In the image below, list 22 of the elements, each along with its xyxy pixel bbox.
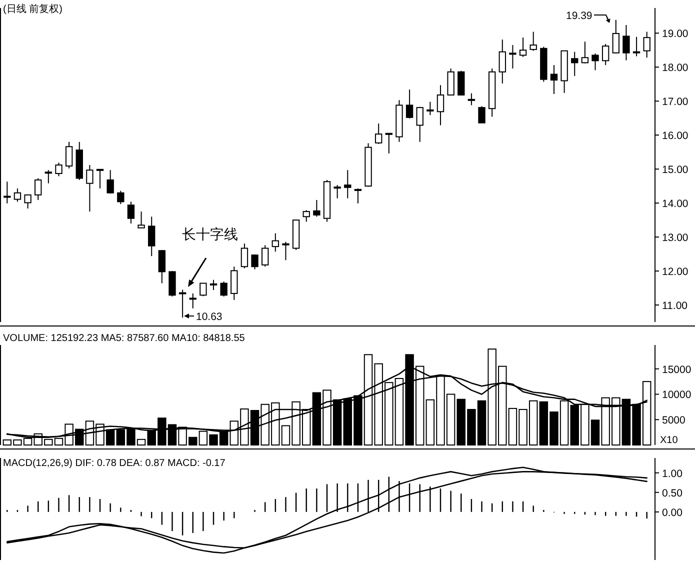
y-tick-label: 0.00 bbox=[662, 506, 683, 519]
y-tick-label: 12.00 bbox=[662, 266, 688, 278]
y-tick-label: 11.00 bbox=[662, 300, 688, 312]
annotation: 19.39 bbox=[566, 10, 592, 22]
y-tick-label: 15.00 bbox=[662, 164, 688, 176]
y-tick-label: 10000 bbox=[662, 389, 692, 402]
y-axis-title: X10 bbox=[660, 435, 678, 446]
y-tick-label: 19.00 bbox=[662, 28, 688, 40]
y-tick-label: 18.00 bbox=[662, 62, 688, 74]
y-tick-label: 5000 bbox=[662, 414, 686, 427]
annotation: 10.63 bbox=[196, 311, 222, 323]
y-tick-label: 16.00 bbox=[662, 130, 688, 142]
chart-title: MACD(12,26,9) DIF: 0.78 DEA: 0.87 MACD: -0.17 bbox=[3, 458, 226, 469]
y-tick-label: 13.00 bbox=[662, 232, 688, 244]
y-tick-label: 15000 bbox=[662, 364, 692, 376]
y-tick-label: 1.00 bbox=[662, 468, 683, 480]
y-tick-label: 17.00 bbox=[662, 96, 688, 108]
chart-title: VOLUME: 125192.23 MA5: 87587.60 MA10: 84818.55 bbox=[3, 333, 246, 344]
y-tick-label: 0.50 bbox=[662, 487, 683, 500]
annotation: 长十字线 bbox=[182, 227, 238, 243]
chart-title: (日线 前复权) bbox=[3, 3, 62, 15]
y-tick-label: 14.00 bbox=[662, 198, 688, 210]
